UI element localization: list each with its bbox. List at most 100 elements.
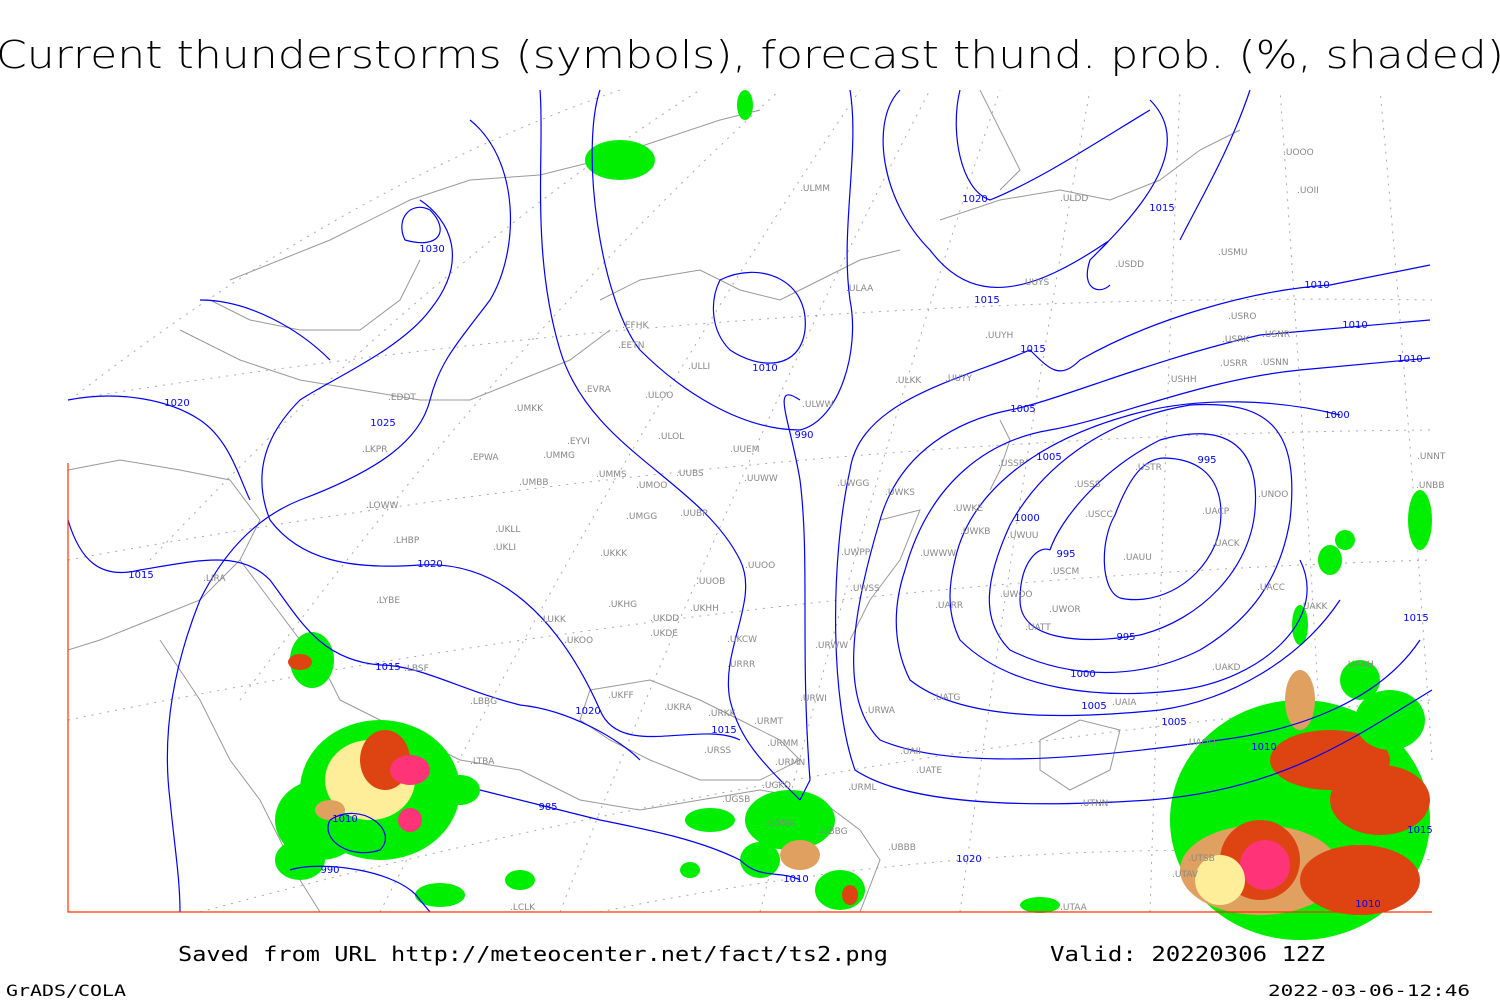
isobar-label: 995 <box>1197 455 1216 466</box>
probability-area <box>842 885 858 905</box>
station-label: .ULOO <box>645 391 673 401</box>
station-label: .UACK <box>1212 539 1241 549</box>
isobar-line <box>261 199 741 741</box>
probability-area <box>1285 670 1315 730</box>
probability-area <box>1020 897 1060 913</box>
probability-area <box>288 654 312 670</box>
station-label: .UUYY <box>945 374 973 384</box>
station-label: .UTSB <box>1188 854 1215 864</box>
station-label: .USHH <box>1168 375 1197 385</box>
isobar-label: 1020 <box>956 854 981 865</box>
station-label: .UTAV <box>1172 870 1199 880</box>
valid-time-text: Valid: 20220306 12Z <box>1050 942 1325 966</box>
station-label: .UKLL <box>495 525 520 535</box>
isobar-line <box>955 89 1151 201</box>
station-label: .UUYH <box>985 331 1013 341</box>
isobar-label: 1015 <box>974 295 999 306</box>
isobar-label: 990 <box>794 430 813 441</box>
isobar-label: 1005 <box>1010 404 1035 415</box>
isobar-label: 1010 <box>332 814 357 825</box>
isobar-line <box>479 789 801 881</box>
isobar-label: 985 <box>538 802 557 813</box>
station-label: .UKFF <box>608 691 634 701</box>
station-label: .UDSG <box>765 819 794 829</box>
station-label: .UWUU <box>1007 531 1039 541</box>
station-label: .UAII <box>900 747 921 757</box>
station-label: .UWKB <box>960 527 990 537</box>
isobar-line <box>835 264 1433 805</box>
software-credit: GrADS/COLA <box>6 981 126 1000</box>
station-label: .ULDD <box>1060 194 1088 204</box>
station-label: .UACP <box>1202 507 1230 517</box>
probability-area <box>1240 840 1290 890</box>
station-label: .LKPR <box>362 445 387 455</box>
station-label: .UWOR <box>1049 605 1081 615</box>
station-label: .EYVI <box>567 437 590 447</box>
isobar-line <box>853 319 1431 760</box>
station-label: .UKLI <box>493 543 516 553</box>
station-label: .UUBP <box>680 509 708 519</box>
isobar-line <box>1179 89 1251 241</box>
station-label: .LUKK <box>540 615 567 625</box>
probability-area <box>1300 845 1420 915</box>
isobar-line <box>199 99 1168 361</box>
probability-area <box>1408 490 1432 550</box>
isobar-label: 1020 <box>962 194 987 205</box>
coastline <box>599 249 901 301</box>
station-label: .UUOB <box>696 577 725 587</box>
station-label: .USMU <box>1218 248 1248 258</box>
station-label: .UKDD <box>650 614 679 624</box>
station-label: .URKK <box>708 709 737 719</box>
station-label: .UTNN <box>1080 799 1108 809</box>
station-label: .LCLK <box>510 903 536 913</box>
station-label: .UAKD <box>1212 663 1241 673</box>
station-label: .UKCW <box>727 635 757 645</box>
probability-area <box>440 775 480 805</box>
station-label: .ULAA <box>846 284 874 294</box>
probability-area <box>1335 530 1355 550</box>
probability-area <box>290 632 334 688</box>
station-label: .UWSS <box>850 584 880 594</box>
coastline <box>179 329 611 401</box>
probability-area <box>390 755 430 785</box>
station-label: .UATG <box>933 693 960 703</box>
station-label: .URSS <box>704 746 731 756</box>
station-label: .USCC <box>1085 510 1113 520</box>
coastline <box>67 459 261 651</box>
station-label: .UGKO <box>762 781 791 791</box>
isobar-line <box>1019 433 1257 640</box>
isobar-label: 1015 <box>375 662 400 673</box>
isobar-label: 1010 <box>783 874 808 885</box>
isobar-label: 1005 <box>1161 717 1186 728</box>
isobar-label: 1005 <box>1036 452 1061 463</box>
isobar-label: 1015 <box>1403 613 1428 624</box>
probability-area <box>680 862 700 878</box>
isobar-label: 1015 <box>1020 344 1045 355</box>
isobar-line <box>712 271 806 364</box>
station-label: .UACC <box>1257 583 1285 593</box>
coastlines <box>67 89 1241 913</box>
isobar-label: 1020 <box>417 559 442 570</box>
station-label: .UAIA <box>1112 698 1137 708</box>
station-label: .UBBB <box>888 843 916 853</box>
station-label: .USNR <box>1262 330 1290 340</box>
isobar-line <box>401 206 441 244</box>
station-label: .UUBS <box>676 469 704 479</box>
isobar-line <box>988 403 1293 674</box>
station-label: .UWPP <box>841 548 871 558</box>
station-label: .EVRA <box>584 385 612 395</box>
probability-area <box>737 90 753 120</box>
probability-area <box>398 808 422 832</box>
isobar-labels: 1030 1025 1020 1020 1020 1020 1015 1015 1015 1015… <box>128 194 1432 910</box>
station-label: .UWWW <box>920 549 956 559</box>
isobar-label: 1015 <box>128 570 153 581</box>
probability-area <box>505 870 535 890</box>
station-label: .UUWW <box>744 474 778 484</box>
isobar-label: 1015 <box>1149 203 1174 214</box>
station-label: .UARR <box>935 601 963 611</box>
coastline <box>229 109 761 281</box>
station-label: .UKKK <box>600 549 628 559</box>
station-label: .UAOO <box>1186 738 1216 748</box>
station-label: .URWI <box>800 694 827 704</box>
grid-line <box>67 429 1433 561</box>
